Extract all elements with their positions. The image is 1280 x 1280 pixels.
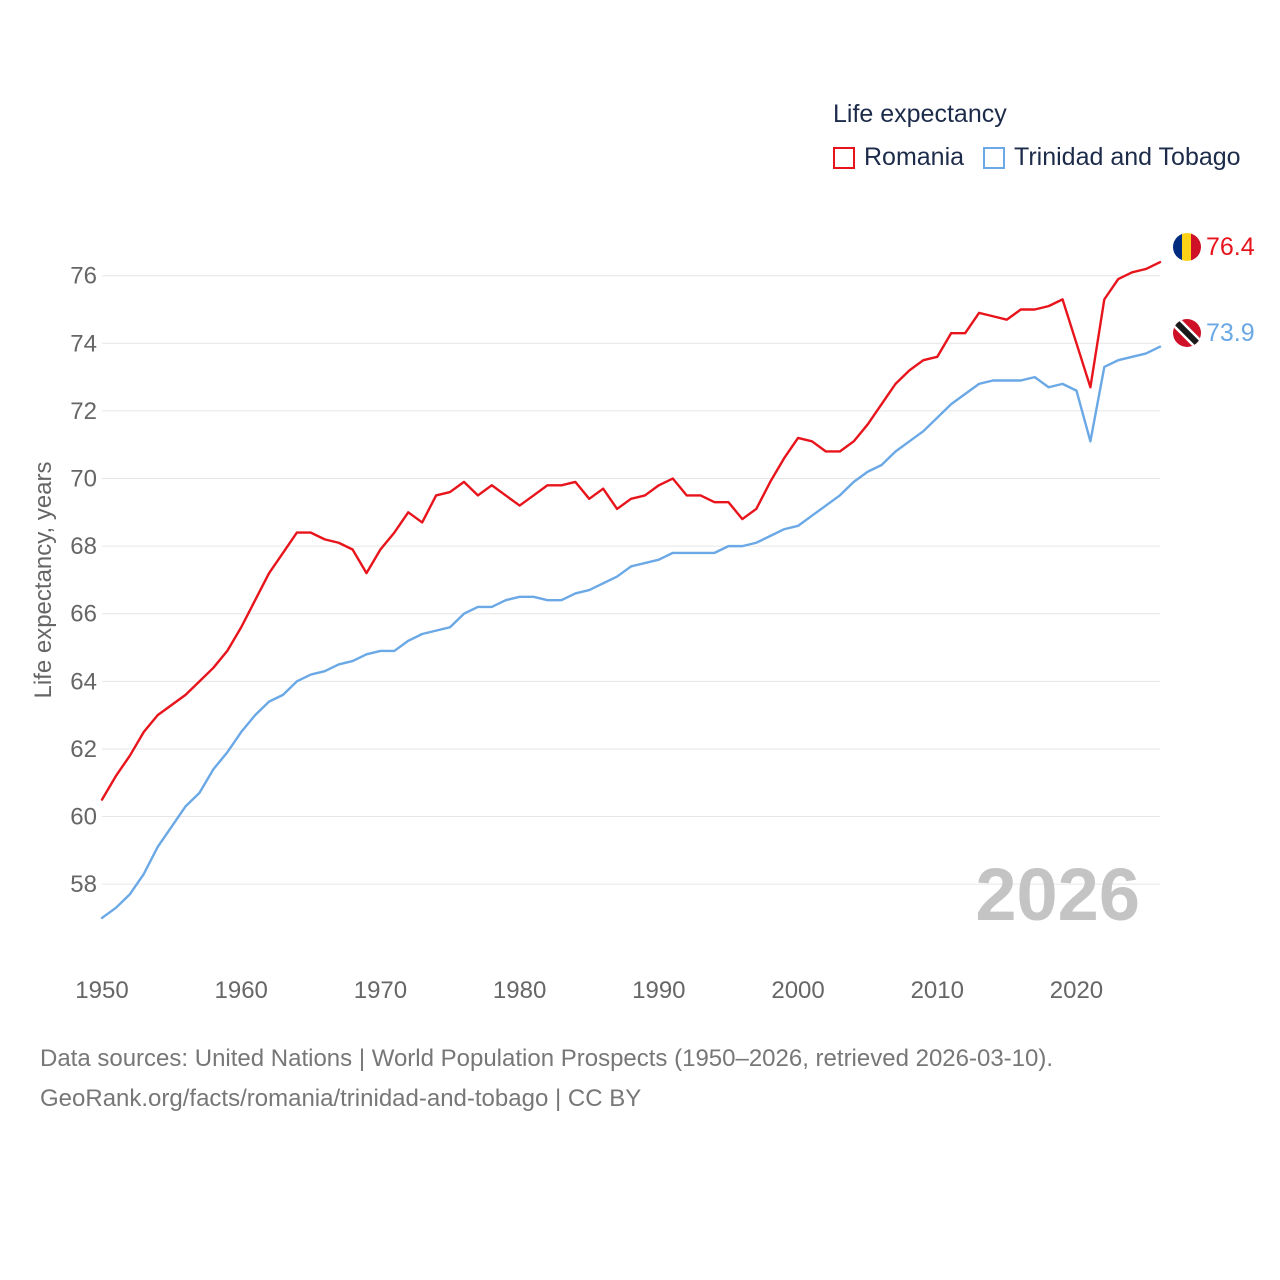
x-tick-label-1950: 1950 xyxy=(75,977,128,1004)
trinidad-and-tobago-end-marker: 73.9 xyxy=(1173,319,1255,347)
legend-swatch-romania xyxy=(833,146,855,169)
footer-attribution[interactable]: GeoRank.org/facts/romania/trinidad-and-t… xyxy=(40,1085,642,1112)
trinidad-and-tobago-end-value: 73.9 xyxy=(1206,319,1255,347)
y-tick-label-60: 60 xyxy=(70,804,97,831)
x-tick-label-1960: 1960 xyxy=(215,977,268,1004)
series-lines xyxy=(100,260,1162,920)
legend-label-trinidad-and-tobago: Trinidad and Tobago xyxy=(1014,143,1241,171)
year-watermark: 2026 xyxy=(975,853,1140,936)
y-tick-label-72: 72 xyxy=(70,398,97,425)
romania-flag-icon xyxy=(1173,233,1201,261)
y-tick-label-74: 74 xyxy=(70,330,97,357)
gridlines xyxy=(102,275,1160,885)
x-tick-label-2010: 2010 xyxy=(911,977,964,1004)
legend-title: Life expectancy xyxy=(833,100,1007,128)
x-tick-label-1980: 1980 xyxy=(493,977,546,1004)
y-tick-label-62: 62 xyxy=(70,736,97,763)
romania-end-value: 76.4 xyxy=(1206,233,1255,261)
x-tick-label-2020: 2020 xyxy=(1050,977,1103,1004)
legend-item-trinidad-and-tobago[interactable]: Trinidad and Tobago xyxy=(983,143,1241,172)
legend-item-romania[interactable]: Romania xyxy=(833,143,964,172)
y-tick-label-76: 76 xyxy=(70,263,97,290)
footer-source: Data sources: United Nations | World Pop… xyxy=(40,1045,1054,1072)
x-tick-label-1970: 1970 xyxy=(354,977,407,1004)
legend-swatch-trinidad-and-tobago xyxy=(983,146,1005,169)
legend-label-romania: Romania xyxy=(864,143,965,171)
series-line-trinidad-and-tobago xyxy=(100,345,1162,920)
x-tick-label-1990: 1990 xyxy=(632,977,685,1004)
y-tick-label-68: 68 xyxy=(70,533,97,560)
series-line-romania xyxy=(100,260,1162,801)
y-tick-label-70: 70 xyxy=(70,466,97,493)
y-axis-label: Life expectancy, years xyxy=(30,461,57,698)
y-axis-ticks: 58 60 62 64 66 68 70 72 74 76 xyxy=(70,263,97,898)
y-tick-label-64: 64 xyxy=(70,668,97,695)
romania-end-marker: 76.4 xyxy=(1173,233,1255,261)
x-axis-ticks: 1950 1960 1970 1980 1990 2000 2010 2020 xyxy=(75,977,1103,1004)
y-tick-label-66: 66 xyxy=(70,601,97,628)
trinidad-and-tobago-flag-icon xyxy=(1173,319,1201,347)
x-tick-label-2000: 2000 xyxy=(771,977,824,1004)
y-tick-label-58: 58 xyxy=(70,871,97,898)
